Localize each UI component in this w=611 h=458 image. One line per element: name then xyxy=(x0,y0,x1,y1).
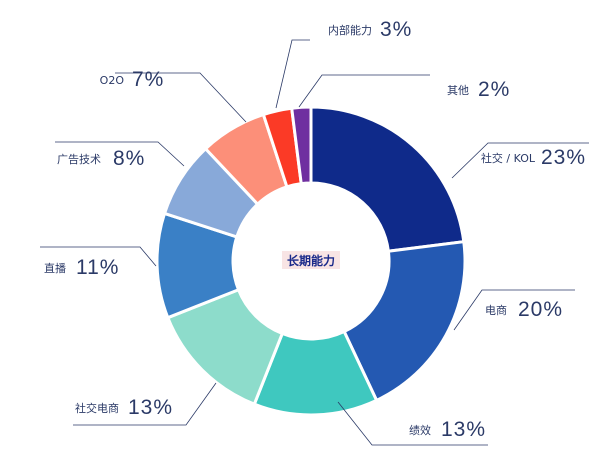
slice-label-7: 内部能力 xyxy=(328,23,372,37)
slice-percent-4: 11% xyxy=(76,256,119,279)
slice-percent-8: 2% xyxy=(478,78,510,101)
labels-group: 社交 / KOL 23% 电商 20% 绩效 13% 社交电商 13% 直播 11% 广告技术 8% O… xyxy=(44,18,586,441)
slice-label-0: 社交 / KOL xyxy=(481,151,536,165)
center-label-background xyxy=(282,251,340,269)
slice-percent-6: 7% xyxy=(132,68,164,91)
center-label: 长期能力 xyxy=(287,253,335,268)
leader-line-4 xyxy=(40,246,157,267)
leader-line-1 xyxy=(453,289,575,331)
slice-8 xyxy=(290,105,313,186)
leader-line-8 xyxy=(298,74,430,108)
slice-label-8: 其他 xyxy=(447,84,469,97)
slice-percent-5: 8% xyxy=(113,147,145,170)
leader-lines-group xyxy=(40,39,589,446)
slice-label-1: 电商 xyxy=(485,303,507,317)
slice-0 xyxy=(309,105,466,253)
slice-percent-0: 23% xyxy=(541,146,586,169)
slice-label-2: 绩效 xyxy=(409,423,431,437)
slices-group xyxy=(155,105,467,417)
leader-line-7 xyxy=(275,39,310,109)
leader-line-5 xyxy=(55,141,185,167)
slice-label-3: 社交电商 xyxy=(75,401,119,415)
slice-label-4: 直播 xyxy=(44,261,66,275)
leader-line-2 xyxy=(337,401,488,446)
slice-percent-7: 3% xyxy=(380,18,412,41)
leader-line-0 xyxy=(451,142,589,179)
slice-percent-2: 13% xyxy=(441,418,486,441)
slice-percent-3: 13% xyxy=(128,396,173,419)
leader-line-3 xyxy=(73,382,217,426)
slice-percent-1: 20% xyxy=(518,298,563,321)
slice-1 xyxy=(342,240,467,403)
leader-line-6 xyxy=(115,72,247,123)
slice-label-5: 广告技术 xyxy=(57,153,101,166)
slice-label-6: O2O xyxy=(100,74,125,87)
